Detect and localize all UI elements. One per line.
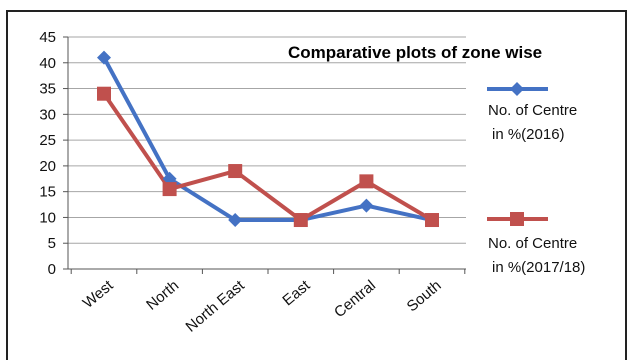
data-point [228,164,243,179]
data-point [162,182,177,197]
axes [63,36,466,274]
y-tick-label: 15 [39,184,56,201]
series-markers [97,50,439,228]
data-point [228,213,243,228]
x-category-label: North [143,277,182,314]
data-point [293,213,308,228]
y-tick-labels: 0 5 10 15 20 25 30 35 40 45 [39,29,56,278]
x-category-label: West [80,277,118,312]
series-line-2 [102,92,434,223]
legend-label-line1: No. of Centre [488,102,577,119]
x-category-label: Central [331,277,379,321]
y-tick-label: 0 [48,261,56,278]
y-tick-label: 10 [39,209,56,226]
legend-label-line2: in %(2017/18) [492,259,585,276]
data-point [359,174,374,189]
y-tick-label: 25 [39,132,56,149]
legend-label-line1: No. of Centre [488,235,577,252]
legend-marker [510,82,524,96]
x-category-label: North East [183,277,249,336]
chart-title: Comparative plots of zone wise [288,43,542,62]
data-point [359,198,374,213]
y-tick-label: 30 [39,106,56,123]
y-tick-label: 5 [48,235,56,252]
legend: No. of Centre in %(2016) No. of Centre in %… [487,82,585,276]
y-tick-label: 40 [39,55,56,72]
y-tick-label: 35 [39,81,56,98]
x-category-label: East [279,277,314,310]
x-category-label: South [404,277,445,315]
legend-item-2: No. of Centre in %(2017/18) [487,212,585,276]
data-point [425,213,439,228]
legend-item-1: No. of Centre in %(2016) [487,82,577,143]
x-category-labels: West North North East East Central South [80,277,445,336]
series-line-1 [102,56,433,223]
y-tick-label: 20 [39,158,56,175]
data-point [97,86,111,101]
legend-label-line2: in %(2016) [492,126,565,143]
legend-marker [510,212,524,226]
data-point [97,50,111,65]
y-tick-label: 45 [39,29,56,46]
series-lines [102,56,434,223]
gridlines [68,36,466,244]
